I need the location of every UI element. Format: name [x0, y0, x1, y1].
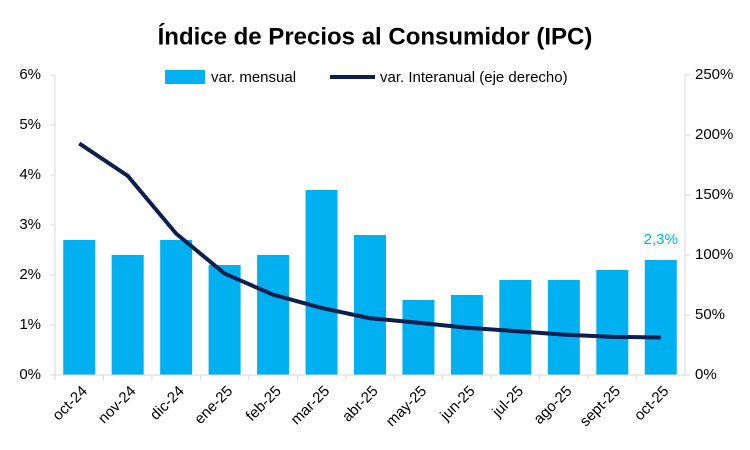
x-tick-label: dic-24 [147, 383, 188, 424]
value-label: 2,3% [644, 231, 678, 248]
legend-label: var. mensual [211, 69, 296, 86]
chart-title: Índice de Precios al Consumidor (IPC) [158, 22, 593, 50]
bar [644, 260, 677, 375]
legend-swatch [165, 70, 205, 84]
x-tick-label: jun-25 [436, 383, 478, 425]
y2-tick-label: 0% [695, 366, 717, 383]
bar [450, 295, 483, 375]
bar [402, 300, 435, 375]
x-tick-label: ene-25 [191, 383, 236, 428]
x-tick-label: mar-25 [288, 383, 334, 429]
x-tick-label: oct-24 [49, 383, 91, 425]
y2-tick-label: 200% [695, 126, 733, 143]
y2-tick-label: 100% [695, 246, 733, 263]
x-tick-label: oct-25 [631, 383, 673, 425]
bar [305, 190, 338, 375]
bar [354, 235, 386, 375]
y2-tick-label: 150% [695, 186, 733, 203]
line [78, 141, 661, 340]
bar [160, 240, 193, 375]
bar [596, 270, 629, 375]
bar [111, 255, 144, 375]
x-tick-label: abr-25 [339, 383, 382, 426]
y-tick-label: 0% [19, 366, 41, 383]
bar [208, 265, 241, 375]
y-tick-label: 6% [19, 66, 41, 83]
bar [257, 255, 290, 375]
y-tick-label: 3% [19, 216, 41, 233]
x-tick-label: nov-24 [95, 383, 139, 427]
x-tick-label: ago-25 [530, 383, 575, 428]
y-tick-label: 2% [19, 266, 41, 283]
bar [499, 280, 532, 375]
y-tick-label: 5% [19, 116, 41, 133]
y2-tick-label: 50% [695, 306, 725, 323]
y2-tick-label: 250% [695, 66, 733, 83]
x-tick-label: may-25 [383, 383, 430, 430]
x-tick-label: jul-25 [488, 383, 527, 422]
bar [63, 240, 96, 375]
x-tick-label: sept-25 [577, 383, 624, 430]
y-tick-label: 1% [19, 316, 41, 333]
x-tick-label: feb-25 [243, 383, 285, 425]
legend-label: var. Interanual (eje derecho) [380, 69, 568, 86]
bar [547, 280, 580, 375]
y-tick-label: 4% [19, 166, 41, 183]
